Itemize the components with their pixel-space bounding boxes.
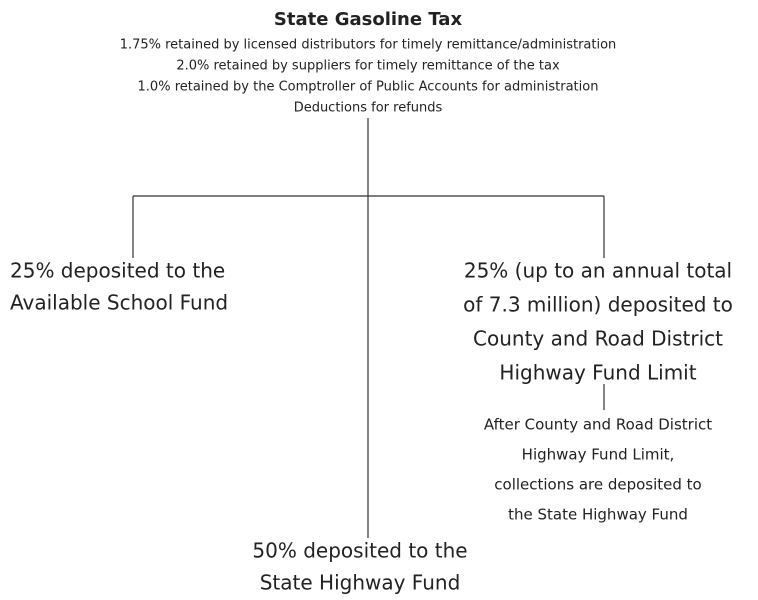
node-text: 50% deposited to the: [252, 539, 467, 563]
node-text: the State Highway Fund: [508, 506, 688, 524]
node-text: State Highway Fund: [260, 571, 461, 595]
deduction: 1.75% retained by licensed distributors …: [120, 38, 617, 53]
node-text: County and Road District: [473, 327, 723, 351]
node-text: 25% (up to an annual total: [464, 259, 732, 283]
title: State Gasoline Tax: [274, 9, 463, 30]
node-text: Highway Fund Limit: [499, 361, 696, 385]
node-text: 25% deposited to the: [10, 259, 225, 283]
deduction: 2.0% retained by suppliers for timely re…: [176, 59, 560, 74]
node-text: Highway Fund Limit,: [522, 446, 675, 464]
deduction: Deductions for refunds: [294, 101, 443, 116]
node-text: Available School Fund: [10, 291, 228, 315]
node-text: of 7.3 million) deposited to: [463, 293, 733, 317]
node-text: After County and Road District: [484, 416, 712, 434]
deduction: 1.0% retained by the Comptroller of Publ…: [138, 80, 599, 95]
node-text: collections are deposited to: [494, 476, 701, 494]
